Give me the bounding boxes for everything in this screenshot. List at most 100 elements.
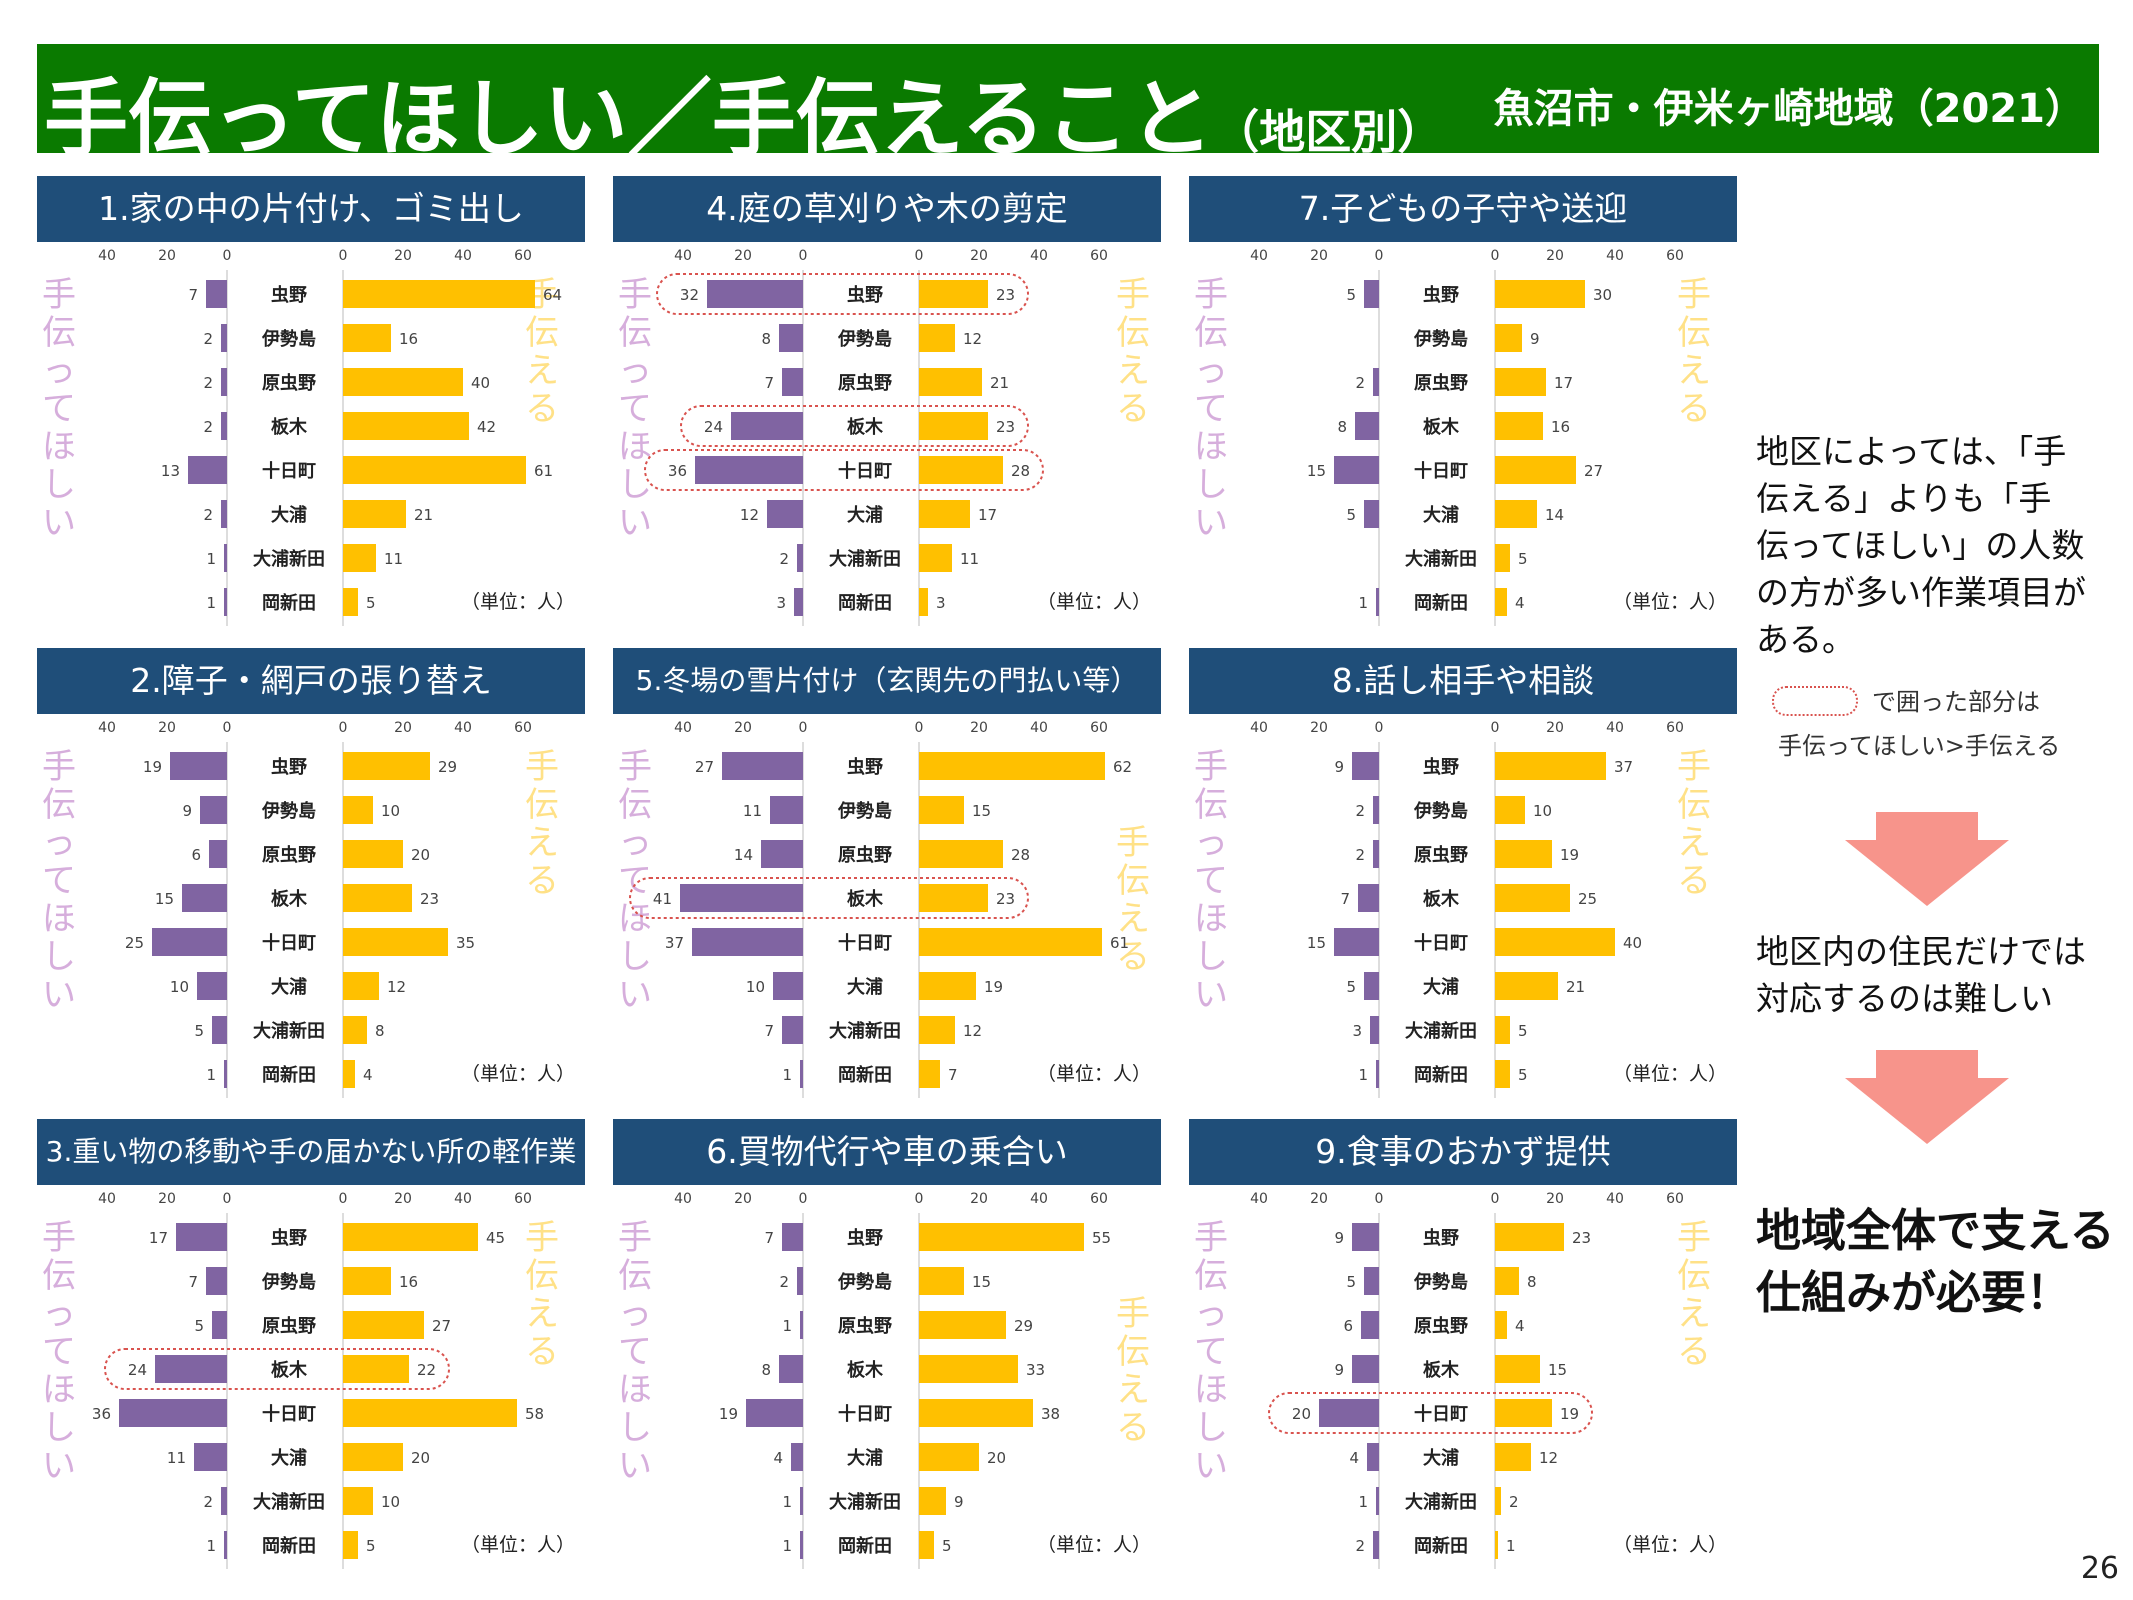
data-label-want: 9 [182, 802, 192, 820]
category-label: 板木 [271, 416, 308, 438]
data-label-can: 33 [1026, 1361, 1045, 1379]
sidebar-note: 地区によっては、「手 伝える」よりも「手 伝ってほしい」の人数 の方が多い作業項… [1756, 428, 2086, 663]
tick-label: 40 [1606, 720, 1624, 736]
vertical-label-char: し [1194, 465, 1228, 505]
data-label-can: 5 [942, 1537, 952, 1555]
tick-label: 20 [394, 248, 412, 264]
category-label: 大浦新田 [253, 548, 325, 570]
category-label: 原虫野 [1414, 372, 1468, 394]
data-label-can: 23 [1572, 1229, 1591, 1247]
unit-label: （単位：人） [1613, 1534, 1727, 1556]
category-label: 伊勢島 [837, 800, 892, 822]
tick-label: 0 [339, 248, 348, 264]
data-label-want: 1 [782, 1493, 792, 1511]
data-label-want: 2 [203, 330, 213, 348]
conclusion-line: 仕組みが必要！ [1756, 1266, 2072, 1319]
bar-can [919, 796, 964, 824]
chart-title: 1.家の中の片付け、ゴミ出し [37, 176, 585, 242]
data-label-can: 37 [1614, 758, 1633, 776]
category-label: 原虫野 [838, 1315, 892, 1337]
vertical-label-char: て [1194, 1332, 1228, 1372]
data-label-want: 8 [761, 330, 771, 348]
data-label-can: 1 [1506, 1537, 1516, 1555]
data-label-want: 14 [734, 846, 753, 864]
vertical-label-char: る [1116, 389, 1150, 429]
category-label: 虫野 [847, 1227, 883, 1249]
tick-label: 40 [674, 1191, 692, 1207]
vertical-label-char: っ [42, 823, 76, 863]
category-label: 大浦新田 [829, 1020, 901, 1042]
bar-want [1352, 1355, 1379, 1383]
bar-want [1352, 1223, 1379, 1251]
category-label: 伊勢島 [837, 328, 892, 350]
bar-can [919, 1311, 1006, 1339]
vertical-label-char: る [525, 389, 559, 429]
data-label-can: 10 [1533, 802, 1552, 820]
bar-can [1495, 1267, 1519, 1295]
data-label-can: 35 [456, 934, 475, 952]
sidebar-middle: 地区内の住民だけでは 対応するのは難しい [1756, 928, 2086, 1022]
data-label-want: 1 [782, 1537, 792, 1555]
tick-label: 40 [98, 1191, 116, 1207]
tick-label: 20 [734, 248, 752, 264]
vertical-label-want: 手伝ってほしい [618, 275, 652, 543]
vertical-label-char: 伝 [42, 785, 76, 825]
data-label-can: 19 [1560, 1405, 1579, 1423]
bar-can [343, 928, 448, 956]
tick-label: 20 [734, 720, 752, 736]
bar-can [343, 1443, 403, 1471]
category-label: 原虫野 [262, 1315, 316, 1337]
bar-can [1495, 928, 1615, 956]
tick-label: 40 [454, 720, 472, 736]
vertical-label-want: 手伝ってほしい [618, 1218, 652, 1486]
bar-can [343, 456, 526, 484]
tick-label: 40 [98, 248, 116, 264]
data-label-can: 11 [384, 550, 403, 568]
bar-want [221, 412, 227, 440]
bar-can [1495, 1355, 1540, 1383]
vertical-label-want: 手伝ってほしい [1194, 747, 1228, 1015]
bar-want [797, 544, 803, 572]
vertical-label-char: る [1116, 1408, 1150, 1448]
data-label-want: 1 [206, 594, 216, 612]
bar-can [343, 368, 463, 396]
bar-can [1495, 1016, 1510, 1044]
data-label-can: 40 [471, 374, 490, 392]
bar-can [1495, 1487, 1501, 1515]
vertical-label-char: い [1194, 975, 1228, 1015]
category-label: 伊勢島 [1413, 1271, 1468, 1293]
vertical-label-can: 手伝える [1677, 275, 1711, 429]
data-label-can: 15 [972, 802, 991, 820]
bar-want [761, 840, 803, 868]
vertical-label-char: 手 [525, 1218, 559, 1258]
data-label-want: 36 [668, 462, 687, 480]
vertical-label-char: 手 [42, 275, 76, 315]
category-label: 十日町 [838, 932, 892, 954]
data-label-can: 29 [438, 758, 457, 776]
vertical-label-char: 手 [1677, 275, 1711, 315]
data-label-want: 41 [653, 890, 672, 908]
category-label: 虫野 [271, 756, 307, 778]
bar-want [1334, 456, 1379, 484]
vertical-label-char: ほ [1194, 899, 1228, 939]
bar-want [221, 368, 227, 396]
vertical-label-char: っ [1194, 823, 1228, 863]
tick-label: 40 [454, 248, 472, 264]
vertical-label-char: 伝 [525, 785, 559, 825]
data-label-can: 11 [960, 550, 979, 568]
bar-can [1495, 456, 1576, 484]
bar-want [224, 1060, 227, 1088]
chart-title: 9.食事のおかず提供 [1189, 1119, 1737, 1185]
tick-label: 40 [674, 248, 692, 264]
bar-want [221, 1487, 227, 1515]
vertical-label-char: い [618, 1446, 652, 1486]
bar-can [919, 840, 1003, 868]
data-label-can: 12 [963, 1022, 982, 1040]
bar-can [343, 1399, 517, 1427]
bar-can [1495, 796, 1525, 824]
category-label: 虫野 [1423, 756, 1459, 778]
tick-label: 60 [1090, 1191, 1108, 1207]
unit-label: （単位：人） [461, 1063, 575, 1085]
chart-panel: 3.重い物の移動や手の届かない所の軽作業 40 20 0 0 20 40 60 手伝ってほしい手… [37, 1119, 585, 1579]
